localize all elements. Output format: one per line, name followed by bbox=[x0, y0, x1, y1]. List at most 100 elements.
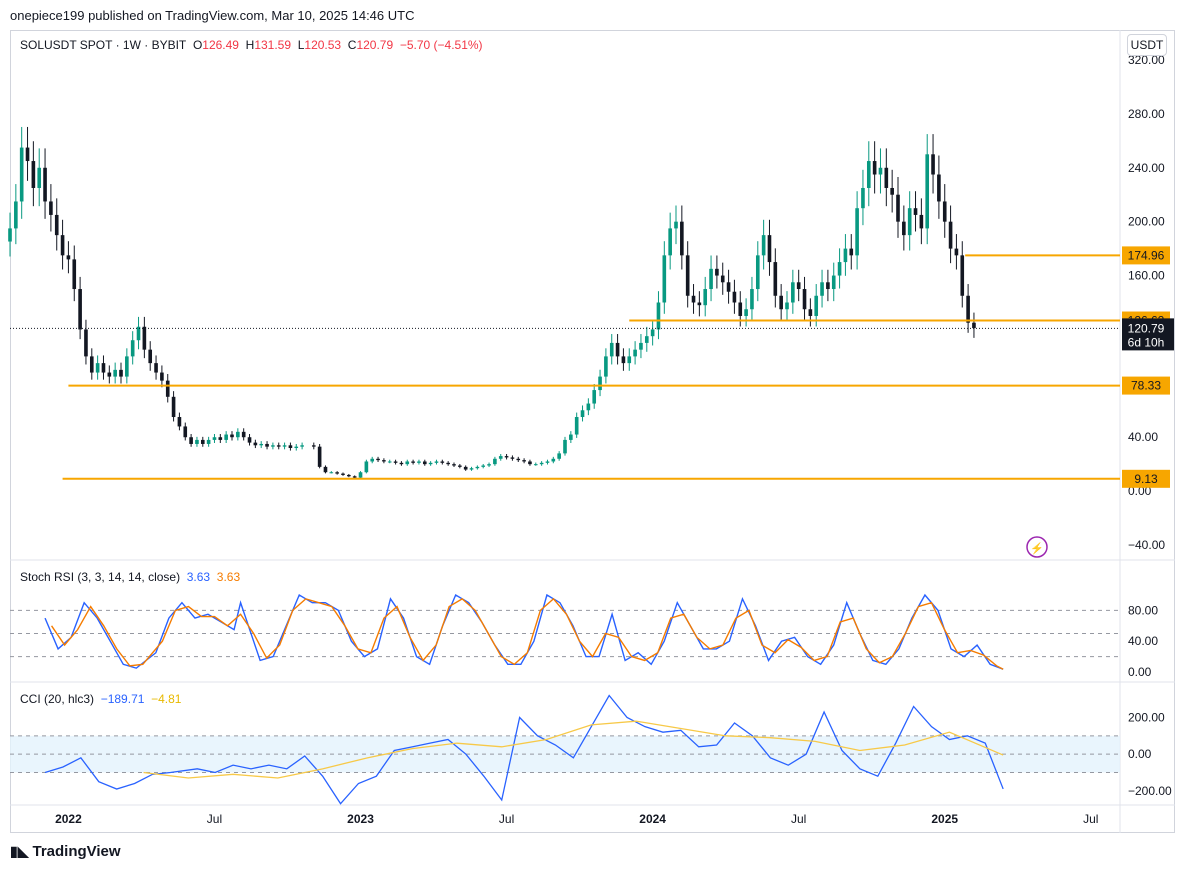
candle-body bbox=[171, 396, 176, 418]
candle-body bbox=[113, 369, 117, 377]
candle-body bbox=[569, 434, 573, 440]
candle-body bbox=[504, 456, 509, 458]
price-tick-label: 240.00 bbox=[1128, 161, 1165, 175]
level-price-label: 174.96 bbox=[1128, 248, 1165, 262]
price-tick-label: 200.00 bbox=[1128, 215, 1165, 229]
candle-body bbox=[621, 356, 626, 364]
candle-body bbox=[341, 473, 345, 475]
candle-body bbox=[942, 201, 947, 222]
candle-body bbox=[125, 356, 129, 377]
time-tick-label: 2022 bbox=[55, 812, 82, 826]
lightning-glyph-icon: ⚡ bbox=[1030, 542, 1044, 555]
candle-body bbox=[329, 472, 334, 474]
candle-body bbox=[358, 472, 363, 478]
candle-body bbox=[376, 458, 380, 461]
candle-body bbox=[387, 461, 392, 463]
candle-body bbox=[498, 456, 503, 459]
candle-body bbox=[574, 417, 579, 435]
candle-body bbox=[808, 309, 813, 316]
time-tick-label: Jul bbox=[207, 812, 222, 826]
candle-body bbox=[14, 201, 18, 229]
candle-body bbox=[948, 221, 953, 249]
candle-body bbox=[802, 289, 807, 310]
candle-body bbox=[703, 289, 708, 306]
candle-body bbox=[43, 167, 47, 202]
tradingview-logo-icon: ▮◣ bbox=[10, 843, 29, 859]
cci-value: −189.71 bbox=[100, 692, 145, 706]
price-tick-label: 160.00 bbox=[1128, 269, 1165, 283]
candle-body bbox=[919, 214, 924, 229]
candle-body bbox=[709, 268, 713, 290]
time-tick-label: Jul bbox=[499, 812, 514, 826]
candle-body bbox=[165, 380, 170, 397]
candle-body bbox=[680, 221, 684, 256]
candle-body bbox=[189, 437, 193, 444]
candle-body bbox=[972, 322, 976, 329]
candle-body bbox=[691, 295, 696, 303]
close-value: 120.79 bbox=[356, 38, 394, 52]
candle-body bbox=[148, 349, 153, 364]
time-tick-label: 2025 bbox=[931, 812, 958, 826]
candle-body bbox=[352, 476, 357, 478]
cci-series-line bbox=[44, 694, 1004, 805]
candle-body bbox=[60, 235, 65, 256]
candle-body bbox=[598, 376, 602, 391]
candle-body bbox=[907, 208, 912, 236]
candle-body bbox=[779, 295, 783, 310]
candle-body bbox=[119, 369, 123, 377]
last-price-label: 120.79 bbox=[1128, 321, 1165, 335]
candle-body bbox=[160, 372, 164, 381]
high-label: H bbox=[245, 38, 255, 52]
cci-name: CCI (20, hlc3) bbox=[20, 692, 95, 706]
candle-body bbox=[890, 187, 894, 195]
candle-body bbox=[615, 342, 620, 357]
candle-body bbox=[177, 417, 182, 427]
candle-body bbox=[960, 255, 965, 296]
currency-button[interactable]: USDT bbox=[1127, 34, 1167, 56]
level-price-label: 78.33 bbox=[1131, 379, 1161, 393]
candle-body bbox=[253, 442, 258, 446]
candle-body bbox=[411, 461, 415, 463]
level-price-tag bbox=[1122, 469, 1170, 488]
candle-body bbox=[837, 262, 842, 276]
candle-body bbox=[230, 434, 234, 438]
open-value: 126.49 bbox=[202, 38, 239, 52]
candle-body bbox=[8, 228, 12, 242]
close-label: C bbox=[347, 38, 357, 52]
stoch-series-line bbox=[50, 597, 1004, 670]
candle-body bbox=[510, 457, 515, 459]
candle-body bbox=[72, 259, 77, 290]
candle-body bbox=[136, 326, 141, 341]
candle-body bbox=[644, 336, 649, 343]
candle-body bbox=[294, 446, 299, 448]
symbol-label[interactable]: SOLUSDT SPOT · 1W · BYBIT bbox=[20, 38, 187, 52]
candle-body bbox=[212, 437, 217, 440]
candle-body bbox=[843, 248, 848, 263]
candle-body bbox=[183, 426, 188, 438]
candle-body bbox=[732, 291, 737, 303]
candle-body bbox=[750, 289, 754, 310]
candle-body bbox=[335, 472, 339, 474]
cci-legend[interactable]: CCI (20, hlc3) −189.71 −4.81 bbox=[20, 692, 181, 706]
tradingview-footer[interactable]: ▮◣ TradingView bbox=[10, 843, 121, 860]
candle-body bbox=[19, 147, 24, 202]
stoch-legend[interactable]: Stoch RSI (3, 3, 14, 14, close) 3.63 3.6… bbox=[20, 570, 240, 584]
time-tick-label: 2023 bbox=[347, 812, 374, 826]
candle-body bbox=[206, 439, 211, 444]
candle-body bbox=[744, 309, 748, 316]
candle-body bbox=[317, 446, 322, 467]
cci-tick-label: 200.00 bbox=[1128, 711, 1165, 725]
published-header: onepiece199 published on TradingView.com… bbox=[10, 8, 415, 23]
candle-body bbox=[726, 282, 731, 292]
candle-body bbox=[831, 275, 836, 290]
candle-body bbox=[866, 161, 871, 188]
candle-body bbox=[633, 349, 637, 357]
cci-ma-value: −4.81 bbox=[151, 692, 182, 706]
candle-body bbox=[662, 255, 667, 303]
candle-body bbox=[878, 167, 883, 175]
chart-frame[interactable] bbox=[10, 30, 1175, 833]
candle-body bbox=[84, 329, 88, 357]
price-tick-label: −40.00 bbox=[1128, 538, 1165, 552]
candle-body bbox=[522, 460, 526, 462]
